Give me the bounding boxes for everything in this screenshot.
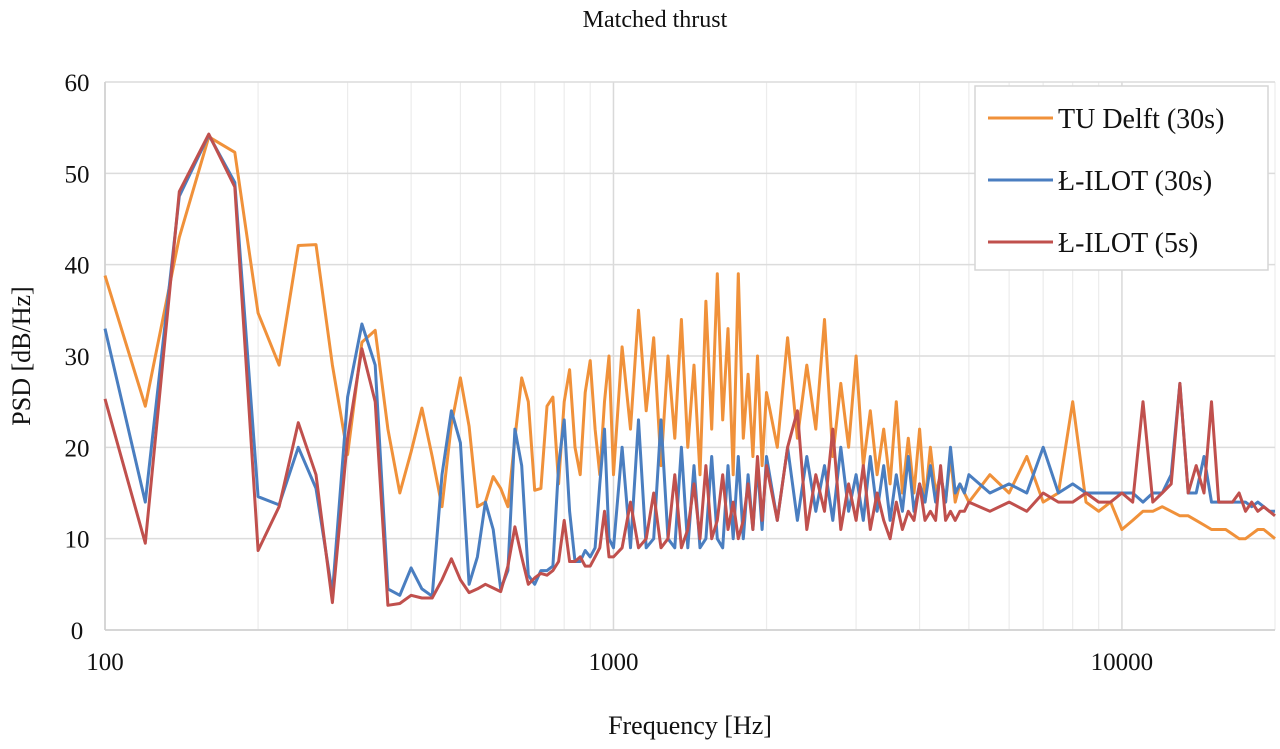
legend: TU Delft (30s) Ł-ILOT (30s) Ł-ILOT (5s) — [974, 85, 1269, 271]
y-tick-label: 30 — [65, 344, 90, 371]
series-line-3 — [103, 132, 1276, 607]
y-axis-label: PSD [dB/Hz] — [7, 286, 36, 425]
x-tick-label: 100 — [86, 649, 124, 676]
y-tick-label: 0 — [71, 618, 84, 645]
y-tick-label: 40 — [65, 253, 90, 280]
legend-label: Ł-ILOT (5s) — [1058, 228, 1198, 259]
series-lines — [103, 132, 1276, 607]
y-tick-label: 50 — [65, 161, 90, 188]
y-tick-label: 10 — [65, 527, 90, 554]
legend-label: Ł-ILOT (30s) — [1058, 166, 1212, 197]
axes: 0 10 20 30 40 50 60 100 1000 10000 — [65, 70, 1275, 676]
x-axis-label: Frequency [Hz] — [608, 711, 772, 740]
legend-label: TU Delft (30s) — [1058, 104, 1224, 135]
chart-title: Matched thrust — [583, 7, 728, 33]
x-tick-label: 1000 — [588, 649, 638, 676]
x-tick-label: 10000 — [1091, 649, 1154, 676]
y-tick-label: 60 — [65, 70, 90, 97]
series-line-2 — [103, 133, 1275, 598]
series-line-1 — [103, 135, 1276, 541]
y-tick-label: 20 — [65, 435, 90, 462]
